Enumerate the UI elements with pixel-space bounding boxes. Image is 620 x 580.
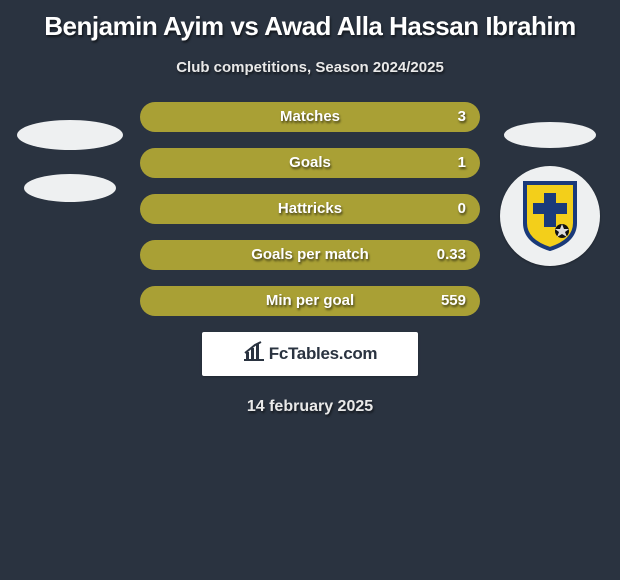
stats-list: 3Matches 1Goals 0Hattricks 0.33Goals per ma…: [0, 102, 620, 316]
stat-label: Min per goal: [140, 286, 480, 316]
stat-row: 0Hattricks: [140, 194, 480, 224]
page-title: Benjamin Ayim vs Awad Alla Hassan Ibrahi…: [0, 4, 620, 51]
fctables-logo[interactable]: FcTables.com: [202, 332, 418, 376]
date-label: 14 february 2025: [0, 398, 620, 416]
stat-label: Goals per match: [140, 240, 480, 270]
stat-label: Matches: [140, 102, 480, 132]
subtitle: Club competitions, Season 2024/2025: [0, 59, 620, 76]
stat-label: Hattricks: [140, 194, 480, 224]
stat-row: 3Matches: [140, 102, 480, 132]
stat-label: Goals: [140, 148, 480, 178]
stat-row: 559Min per goal: [140, 286, 480, 316]
stat-row: 1Goals: [140, 148, 480, 178]
bar-chart-icon: [243, 341, 265, 366]
stat-row: 0.33Goals per match: [140, 240, 480, 270]
logo-text: FcTables.com: [269, 344, 378, 364]
